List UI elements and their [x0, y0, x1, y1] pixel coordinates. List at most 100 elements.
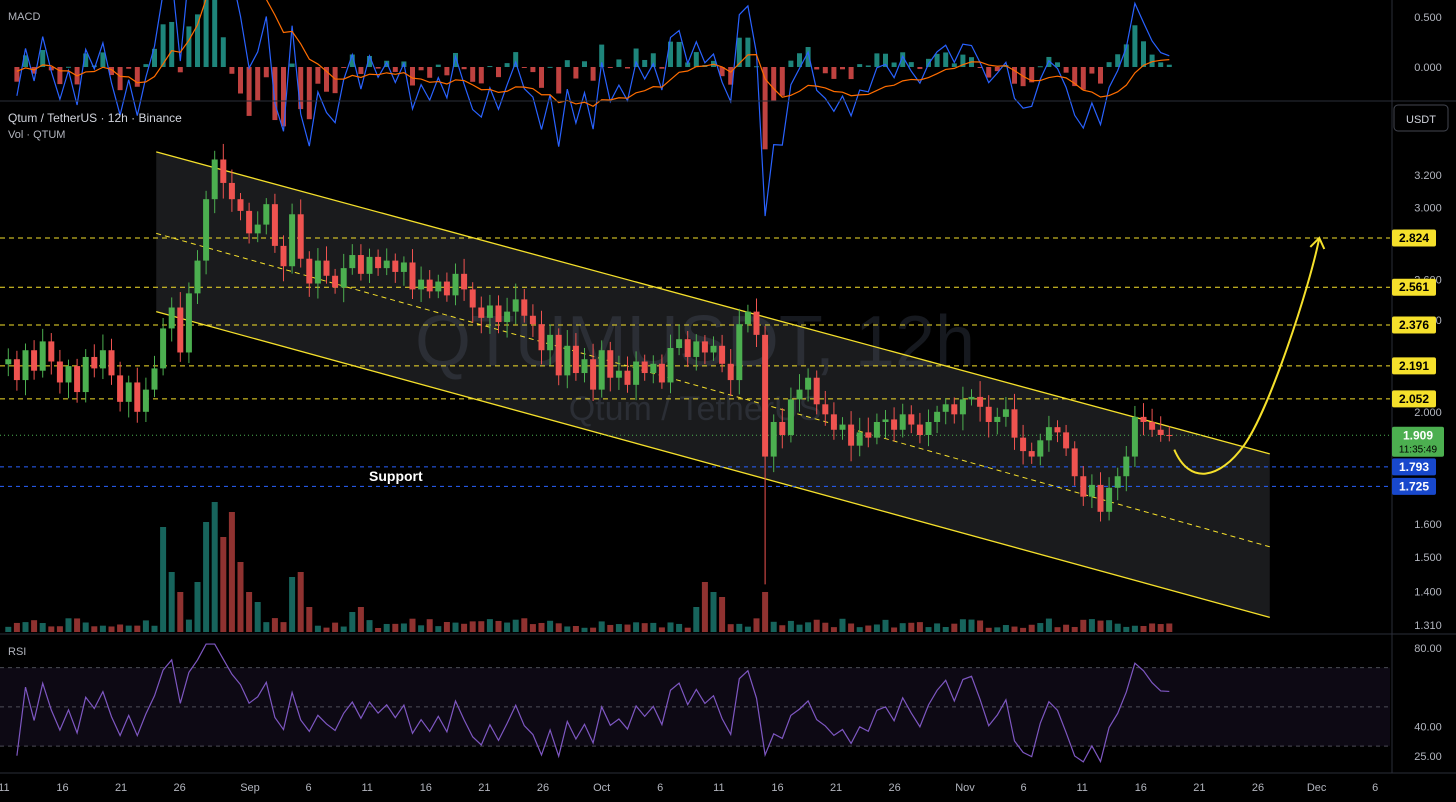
volume-bar: [830, 627, 837, 632]
macd-histogram-bar: [564, 60, 570, 67]
candle-body: [254, 224, 261, 234]
volume-bar: [770, 621, 777, 632]
resistance-badge-bg: [1392, 229, 1436, 247]
volume-bar: [521, 618, 528, 632]
candle-body: [452, 273, 459, 296]
candle-body: [177, 307, 184, 353]
macd-histogram-bar: [152, 48, 157, 67]
volume-bar: [246, 592, 253, 632]
volume-bar: [185, 619, 192, 632]
macd-histogram-bar: [375, 67, 381, 69]
candle-body: [658, 363, 665, 383]
macd-histogram-bar: [539, 67, 544, 88]
volume-bar: [1157, 624, 1164, 632]
volume-bar: [1123, 626, 1130, 632]
candle-body: [237, 199, 244, 211]
volume-bar: [31, 620, 38, 632]
macd-histogram-bar: [349, 54, 355, 67]
candle-body: [1045, 427, 1052, 441]
macd-histogram-bar: [745, 37, 751, 67]
macd-histogram-bar: [1123, 44, 1129, 67]
candle-body: [469, 289, 476, 308]
macd-histogram-bar: [857, 64, 863, 67]
volume-bar: [710, 592, 717, 632]
volume-bar: [865, 625, 872, 632]
volume-bar: [572, 625, 579, 632]
macd-histogram-bar: [238, 67, 243, 94]
currency-button[interactable]: USDT: [1393, 104, 1449, 132]
volume-bar: [615, 624, 622, 632]
macd-histogram-bar: [435, 64, 441, 67]
candle-body: [899, 414, 906, 430]
macd-histogram-bar: [642, 59, 648, 67]
macd-histogram-bar: [91, 65, 97, 67]
candle-body: [1106, 487, 1113, 512]
volume-bar: [719, 597, 726, 632]
macd-histogram-bar: [934, 53, 940, 67]
volume-bar: [134, 625, 141, 632]
macd-histogram-bar: [1106, 62, 1112, 67]
candle-body: [340, 268, 347, 288]
candle-body: [1063, 432, 1070, 449]
candle-body: [538, 324, 545, 351]
time-tick-label: 26: [537, 782, 549, 794]
volume-bar: [822, 622, 829, 632]
rsi-tick-label: 80.00: [1414, 643, 1442, 655]
candle-body: [56, 361, 63, 383]
candle-body: [977, 396, 984, 407]
candle-body: [22, 350, 29, 381]
volume-bar: [1045, 618, 1052, 632]
volume-bar: [108, 626, 115, 632]
resistance-badge-value: 2.191: [1399, 359, 1429, 373]
time-tick-label: 16: [420, 782, 432, 794]
macd-histogram-bar: [805, 47, 811, 67]
volume-bar: [271, 618, 278, 632]
volume-bar: [194, 582, 201, 632]
support-label: Support: [369, 468, 423, 484]
macd-histogram-bar: [616, 59, 622, 67]
macd-histogram-bar: [57, 67, 63, 85]
volume-bar: [564, 626, 571, 632]
volume-bar: [5, 626, 12, 632]
volume-bar: [968, 619, 975, 632]
channel-upper-line: [156, 151, 1270, 455]
volume-bar: [1080, 619, 1087, 632]
macd-histogram-bar: [298, 67, 304, 110]
rsi-band: [0, 667, 1390, 747]
volume-bar: [486, 619, 493, 632]
macd-pane: [14, 0, 1172, 217]
macd-histogram-bar: [272, 67, 278, 121]
labels: Qtum / TetherUS · 12h · Binance Vol · QTU…: [8, 11, 1449, 658]
volume-bar: [779, 625, 786, 632]
macd-histogram-bar: [865, 65, 871, 67]
macd-histogram-bar: [960, 54, 966, 67]
macd-histogram-bar: [693, 52, 699, 67]
time-tick-label: 11: [0, 782, 10, 794]
resistance-badge-value: 2.052: [1399, 392, 1429, 406]
time-tick-label: Nov: [955, 782, 975, 794]
volume-bar: [925, 627, 932, 632]
candle-body: [736, 324, 743, 381]
candle-body: [779, 421, 786, 436]
candle-body: [435, 281, 442, 292]
candle-body: [91, 356, 98, 369]
macd-histogram-bar: [66, 66, 71, 68]
macd-histogram-bar: [453, 52, 458, 67]
macd-histogram-bar: [212, 0, 218, 68]
volume-bar: [512, 619, 519, 632]
volume-bar: [203, 522, 210, 632]
macd-histogram-bar: [418, 67, 424, 71]
volume-bar: [383, 623, 390, 632]
candle-body: [280, 245, 287, 267]
candle-body: [633, 361, 640, 385]
resistance-badge: 2.191: [1392, 357, 1436, 375]
macd-histogram-bar: [556, 67, 562, 94]
candle-body: [82, 356, 89, 393]
volume-bar: [168, 572, 175, 632]
macd-histogram-bar: [668, 41, 673, 67]
candle-body: [306, 258, 313, 284]
macd-histogram-bar: [143, 64, 149, 67]
resistance-badge-bg: [1392, 390, 1436, 408]
volume-bar: [1020, 627, 1027, 632]
